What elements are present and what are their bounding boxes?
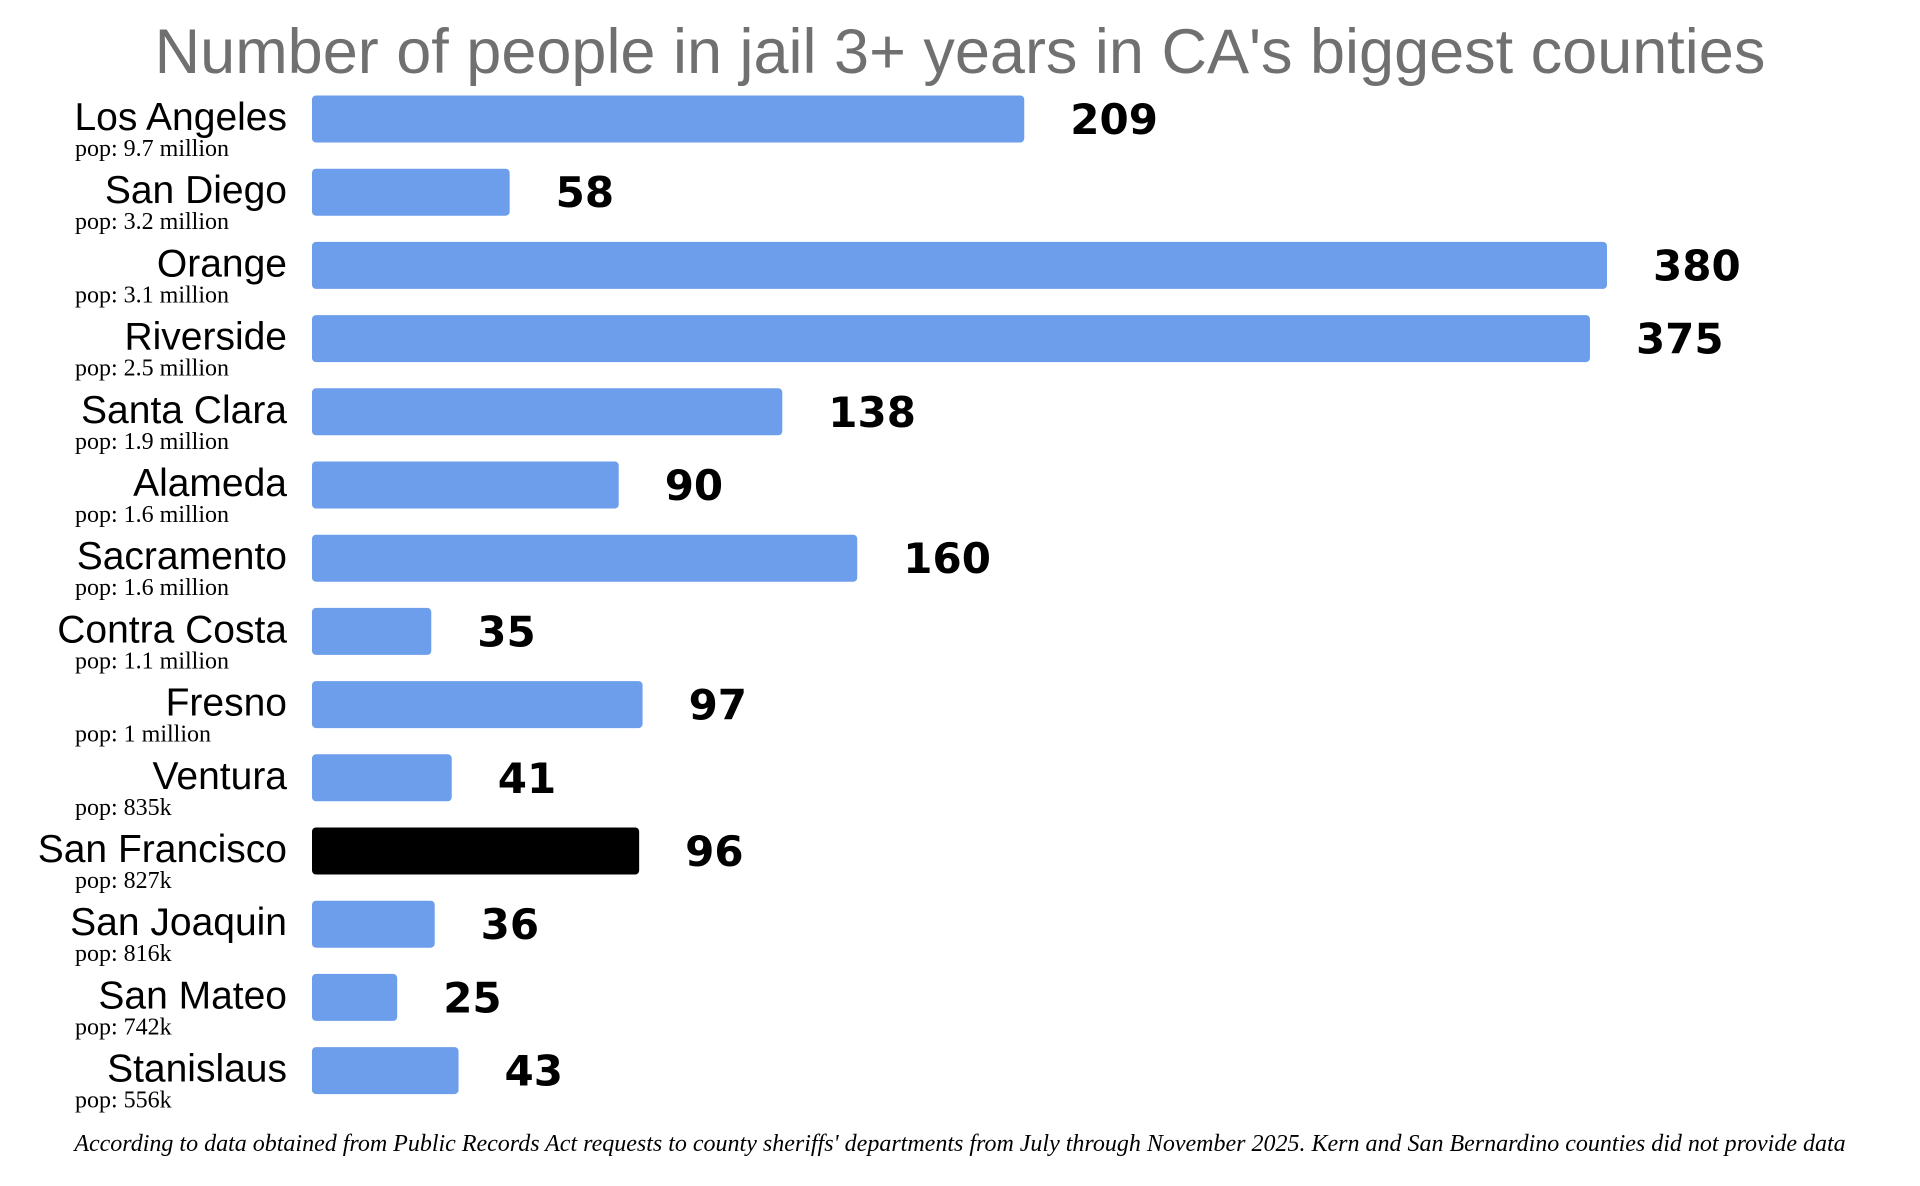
bar bbox=[312, 607, 432, 655]
category-subtitle: pop: 1.9 million bbox=[75, 429, 229, 455]
data-label: 25 bbox=[443, 973, 501, 1022]
footnote: According to data obtained from Public R… bbox=[74, 1131, 1846, 1157]
category-subtitle: pop: 827k bbox=[75, 868, 172, 894]
category-label: San Francisco bbox=[38, 828, 287, 871]
bar bbox=[312, 1047, 459, 1095]
data-label: 160 bbox=[903, 534, 991, 583]
category-label: Contra Costa bbox=[57, 608, 287, 651]
category-label: Orange bbox=[157, 242, 287, 285]
category-label: Los Angeles bbox=[74, 96, 287, 139]
bar bbox=[312, 388, 783, 436]
category-subtitle: pop: 1.6 million bbox=[75, 575, 229, 601]
data-label: 43 bbox=[505, 1047, 563, 1096]
category-label: San Mateo bbox=[98, 974, 287, 1017]
data-label: 380 bbox=[1653, 241, 1741, 290]
category-label: San Diego bbox=[105, 169, 287, 212]
category-label: Stanislaus bbox=[107, 1048, 287, 1091]
data-label: 90 bbox=[665, 461, 723, 510]
bar bbox=[312, 900, 435, 948]
chart-title: Number of people in jail 3+ years in CA'… bbox=[154, 17, 1766, 87]
category-label: San Joaquin bbox=[70, 901, 287, 944]
bar bbox=[312, 241, 1607, 289]
bar bbox=[312, 315, 1590, 363]
category-subtitle: pop: 816k bbox=[75, 941, 172, 967]
data-label: 138 bbox=[828, 388, 916, 437]
category-subtitle: pop: 1.1 million bbox=[75, 648, 229, 674]
category-subtitle: pop: 3.1 million bbox=[75, 282, 229, 308]
data-label: 209 bbox=[1070, 95, 1158, 144]
category-label: Riverside bbox=[124, 316, 287, 359]
data-label: 58 bbox=[556, 168, 614, 217]
data-label: 96 bbox=[685, 827, 743, 876]
category-subtitle: pop: 9.7 million bbox=[75, 136, 229, 162]
category-label: Ventura bbox=[153, 755, 288, 798]
data-label: 41 bbox=[498, 754, 556, 803]
data-label: 36 bbox=[481, 900, 539, 949]
bar bbox=[312, 534, 858, 582]
data-label: 97 bbox=[689, 681, 747, 730]
bar bbox=[312, 95, 1025, 143]
category-subtitle: pop: 3.2 million bbox=[75, 209, 229, 235]
category-label: Santa Clara bbox=[81, 389, 287, 432]
bar bbox=[312, 754, 452, 802]
data-label: 35 bbox=[477, 607, 535, 656]
bar bbox=[312, 168, 510, 216]
bar bbox=[312, 681, 643, 729]
category-label: Alameda bbox=[133, 462, 287, 505]
category-subtitle: pop: 1 million bbox=[75, 722, 211, 748]
category-subtitle: pop: 835k bbox=[75, 795, 172, 821]
bar bbox=[312, 461, 619, 509]
category-subtitle: pop: 1.6 million bbox=[75, 502, 229, 528]
bar bbox=[312, 973, 398, 1021]
category-subtitle: pop: 2.5 million bbox=[75, 356, 229, 382]
category-label: Fresno bbox=[166, 682, 287, 725]
category-subtitle: pop: 556k bbox=[75, 1088, 172, 1114]
bar bbox=[312, 827, 640, 875]
category-label: Sacramento bbox=[77, 535, 287, 578]
data-label: 375 bbox=[1636, 315, 1724, 364]
category-subtitle: pop: 742k bbox=[75, 1014, 172, 1040]
